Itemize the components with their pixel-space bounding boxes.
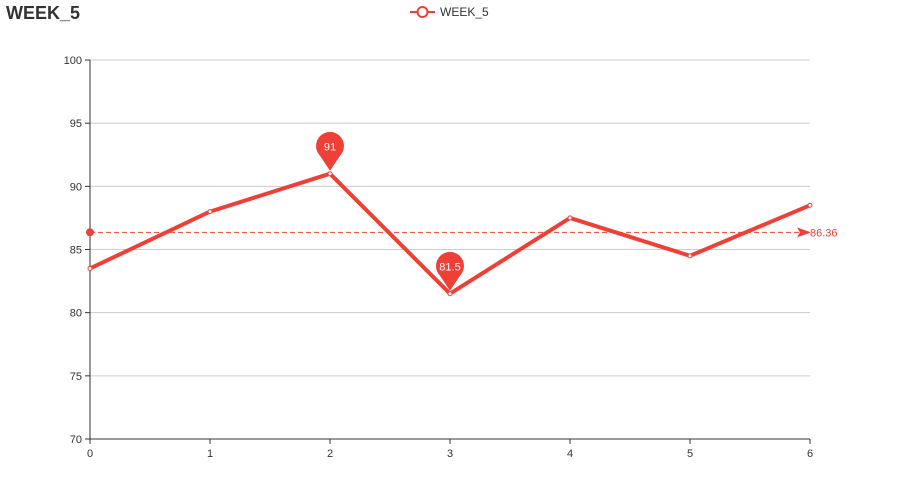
mark-point-label: 81.5 [439,262,460,274]
average-line-arrow [797,227,811,238]
data-point [207,209,213,215]
data-point [327,171,333,177]
x-tick-label: 5 [687,448,693,460]
average-line-label: 86.36 [810,227,838,239]
data-point [87,265,93,271]
chart-title: WEEK_5 [6,3,81,23]
mark-point-pin [316,131,345,171]
y-tick-label: 95 [70,118,82,130]
data-point [687,253,693,259]
x-tick-label: 1 [207,448,213,460]
y-tick-label: 90 [70,181,82,193]
average-line-start-symbol [86,228,94,237]
legend[interactable]: WEEK_5 [410,2,489,22]
x-tick-label: 3 [447,448,453,460]
y-tick-label: 80 [70,308,82,320]
x-tick-label: 0 [87,448,93,460]
x-tick-label: 2 [327,448,333,460]
legend-line-circle-icon [410,6,435,18]
y-tick-label: 75 [70,371,82,383]
data-point [807,202,813,208]
x-tick-label: 6 [807,448,813,460]
y-tick-label: 70 [70,434,82,446]
x-tick-label: 4 [567,448,573,460]
data-point [447,291,453,297]
y-tick-label: 100 [64,55,82,67]
y-tick-label: 85 [70,245,82,257]
mark-point-label: 91 [324,142,336,154]
mark-point-pin [436,251,465,291]
legend-label: WEEK_5 [440,5,489,19]
data-point [567,215,573,221]
